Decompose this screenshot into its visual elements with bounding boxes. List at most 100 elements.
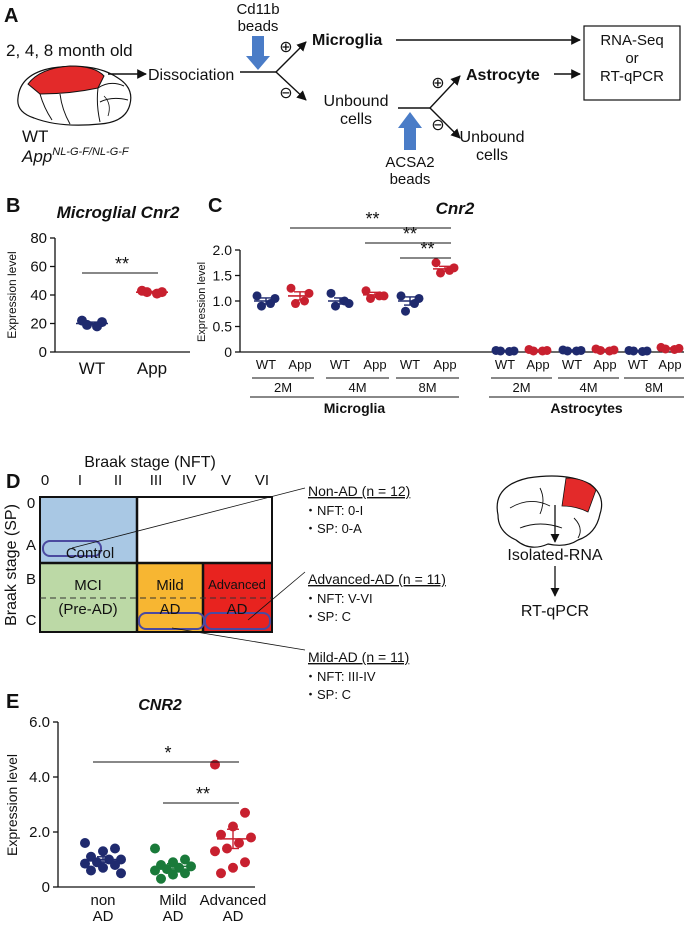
label: ⊖ xyxy=(431,117,444,134)
label: Dissociation xyxy=(148,67,234,84)
label: RNA-Seq xyxy=(600,32,663,49)
data-point xyxy=(86,865,96,876)
x-tick-label: WT xyxy=(79,359,105,378)
data-point xyxy=(436,268,445,278)
sp-tick: 0 xyxy=(27,495,35,512)
data-point xyxy=(110,860,120,870)
y-tick-label: 1.0 xyxy=(213,293,233,309)
x-tick-label: App xyxy=(433,357,456,372)
significance-label: ** xyxy=(403,224,417,244)
data-point xyxy=(240,857,250,868)
data-point xyxy=(150,865,160,876)
data-point xyxy=(246,832,256,843)
data-point xyxy=(252,291,262,301)
label: WT xyxy=(22,127,48,146)
significance-label: ** xyxy=(115,254,129,274)
data-point xyxy=(228,862,238,873)
label: ⊕ xyxy=(431,75,444,92)
callout-title: Advanced-AD (n = 11) xyxy=(308,571,446,587)
group-label: 4M xyxy=(348,380,366,395)
label: beads xyxy=(390,171,431,188)
label: Isolated-RNA xyxy=(507,547,602,564)
panel-label: D xyxy=(6,471,20,493)
data-point xyxy=(396,291,406,301)
data-point xyxy=(234,838,244,848)
data-point xyxy=(361,286,371,296)
data-point xyxy=(110,843,120,854)
nft-tick: II xyxy=(114,472,122,489)
label: Unbound xyxy=(460,129,525,146)
chart-title: Cnr2 xyxy=(436,199,475,218)
data-point xyxy=(240,807,250,818)
data-point xyxy=(152,288,162,299)
x-tick-label: WT xyxy=(330,357,350,372)
data-point xyxy=(401,306,410,316)
data-point xyxy=(210,846,220,857)
y-axis-label: Expression level xyxy=(196,262,208,342)
label: AD xyxy=(160,601,181,618)
label: or xyxy=(625,50,638,67)
callout-item: ・SP: 0-A xyxy=(304,521,362,536)
x-tick-label: WT xyxy=(256,357,276,372)
data-point xyxy=(257,301,266,311)
data-point xyxy=(156,873,166,884)
data-point xyxy=(291,299,300,309)
label: Advanced xyxy=(208,577,266,592)
data-point xyxy=(326,288,336,298)
data-point xyxy=(375,291,384,301)
mouse-brain xyxy=(17,65,132,126)
label: Astrocyte xyxy=(466,67,540,84)
significance-label: ** xyxy=(365,209,379,229)
label: RT-qPCR xyxy=(600,68,664,85)
y-tick-label: 1.5 xyxy=(213,268,233,284)
readout-box xyxy=(583,25,681,101)
data-point xyxy=(300,296,309,306)
data-point xyxy=(186,861,196,872)
nft-tick: I xyxy=(78,472,82,489)
y-tick-label: 0.5 xyxy=(213,319,233,335)
nft-tick: VI xyxy=(255,472,269,489)
y-tick-label: 0 xyxy=(42,879,50,896)
label: ⊖ xyxy=(279,85,292,102)
data-point xyxy=(116,868,126,879)
data-point xyxy=(98,862,108,873)
label: Mild xyxy=(156,577,184,594)
x-tick-label: App xyxy=(288,357,311,372)
x-tick-label: App xyxy=(526,357,549,372)
chart-title: Microglial Cnr2 xyxy=(57,203,180,222)
callout-item: ・NFT: 0-I xyxy=(304,503,363,518)
x-tick-label: AD xyxy=(93,908,114,925)
label: 2, 4, 8 month old xyxy=(6,41,133,60)
y-tick-label: 2.0 xyxy=(29,824,50,841)
panel-label: B xyxy=(6,195,20,217)
callout-title: Non-AD (n = 12) xyxy=(308,483,410,499)
data-point xyxy=(216,829,226,840)
genotype: AppNL-G-F/NL-G-F xyxy=(21,146,130,166)
y-tick-label: 40 xyxy=(30,287,47,304)
label: ACSA2 xyxy=(385,154,434,171)
y-tick-label: 0 xyxy=(224,344,232,360)
label: beads xyxy=(238,18,279,35)
data-point xyxy=(98,846,108,857)
x-tick-label: WT xyxy=(495,357,515,372)
nft-tick: 0 xyxy=(41,472,49,489)
group-label: 2M xyxy=(512,380,530,395)
y-tick-label: 6.0 xyxy=(29,714,50,731)
data-point xyxy=(210,759,220,770)
significance-label: * xyxy=(164,743,171,763)
label: AD xyxy=(227,601,248,618)
callout-item: ・NFT: V-VI xyxy=(304,591,373,606)
label: cells xyxy=(340,111,372,128)
y-tick-label: 20 xyxy=(30,316,47,333)
data-point xyxy=(445,265,454,275)
data-point xyxy=(286,283,296,293)
chart-title: CNR2 xyxy=(138,697,182,714)
y-tick-label: 60 xyxy=(30,259,47,276)
label: Braak stage (NFT) xyxy=(84,454,216,471)
flow-arrows xyxy=(108,35,581,139)
panel-label: E xyxy=(6,691,19,713)
significance-label: ** xyxy=(420,239,434,259)
callout-item: ・NFT: III-IV xyxy=(304,669,376,684)
nft-tick: V xyxy=(221,472,231,489)
